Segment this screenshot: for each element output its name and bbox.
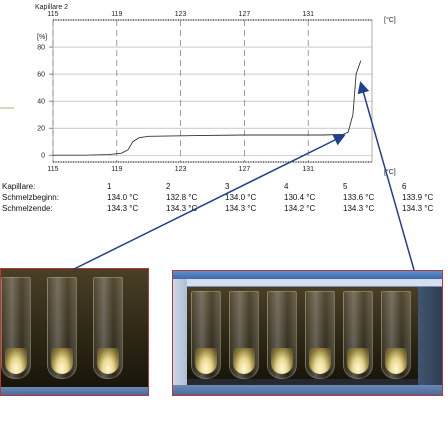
y-tick-label: 40 [37,99,45,106]
x-tick-label-top: 119 [111,11,122,18]
table-cell: 134.3 °C [225,204,257,213]
capillary-tube [381,291,411,379]
x-tick-label-bottom: 123 [175,166,187,173]
table-cell: 134.3 °C [107,204,139,213]
series-line [53,60,362,156]
x-tick-label-top: 115 [47,11,58,18]
capillary-tube [305,291,335,379]
row-label: Schmelzbeginn: [2,193,59,202]
x-tick-label-top: 123 [175,11,187,18]
table-row: Kapillare: 1 2 3 4 5 6 [0,182,448,193]
capillary-tube [1,277,31,379]
row-label: Schmelzende: [2,204,53,213]
video-controls[interactable] [187,379,418,385]
row-label: Kapillare: [2,182,36,191]
table-cell: 130.4 °C [284,193,316,202]
y-tick-label: 20 [37,126,45,133]
capillary-video-screenshot-left [0,268,149,396]
table-cell: 4 [284,182,289,191]
table-cell: 2 [166,182,171,191]
capillary-tube [343,291,373,379]
status-bar [173,385,442,395]
capillary-tube [267,291,297,379]
table-cell: 5 [343,182,348,191]
y-axis-unit: [%] [37,34,47,41]
window-toolbar [173,279,442,287]
capillary-tube [47,277,77,379]
window-right-panel [418,287,442,385]
table-cell: 6 [402,182,407,191]
x-axis-unit-top: [°C] [384,16,396,24]
table-cell: 132.8 °C [166,193,198,202]
arrow-to-melting-start [71,134,346,271]
grid [52,19,373,163]
chart-title: Kapillare 2 [35,4,68,11]
table-cell: 134.3 °C [166,204,198,213]
capillary-video-screenshot-right [172,270,443,396]
table-cell: 133.9 °C [402,193,434,202]
capillary-tube [93,277,123,379]
table-cell: 133.6 °C [343,193,375,202]
table-cell: 134.3 °C [402,204,434,213]
table-cell: 134.0 °C [107,193,139,202]
x-tick-label-bottom: 115 [47,166,58,173]
table-row: Schmelzende: 134.3 °C 134.3 °C 134.3 °C … [0,204,448,215]
video-frame [1,269,148,395]
x-axis-unit-bottom: [°C] [384,168,396,176]
table-cell: 134.0 °C [225,193,257,202]
arrow-to-melting-end [357,81,415,271]
table-cell: 134.3 °C [343,204,375,213]
x-tick-label-bottom: 119 [111,166,122,173]
x-tick-label-bottom: 131 [302,166,314,173]
status-bar [1,387,148,395]
y-tick-label: 0 [41,153,45,160]
table-cell: 1 [107,182,112,191]
table-cell: 134.2 °C [284,204,316,213]
table-cell: 3 [225,182,230,191]
x-tick-label-bottom: 127 [239,166,251,173]
y-tick-label: 80 [37,45,45,52]
window-titlebar [173,271,442,279]
melting-curve-chart: Kapillare 2 [%] [°C] [°C] 0 20 40 60 80 115 11… [0,4,396,176]
x-tick-label-top: 127 [239,11,251,18]
data-series [53,60,362,156]
video-frame [187,287,418,385]
table-row: Schmelzbeginn: 134.0 °C 132.8 °C 134.0 °… [0,193,448,204]
axis-ticks: 0 20 40 60 80 115 115 119 119 123 123 127 127 131 131 [37,11,372,173]
y-tick-label: 60 [37,72,45,79]
window-sidebar [173,279,187,395]
capillary-tube [191,291,221,379]
x-tick-label-top: 131 [302,11,314,18]
capillary-tube [229,291,259,379]
